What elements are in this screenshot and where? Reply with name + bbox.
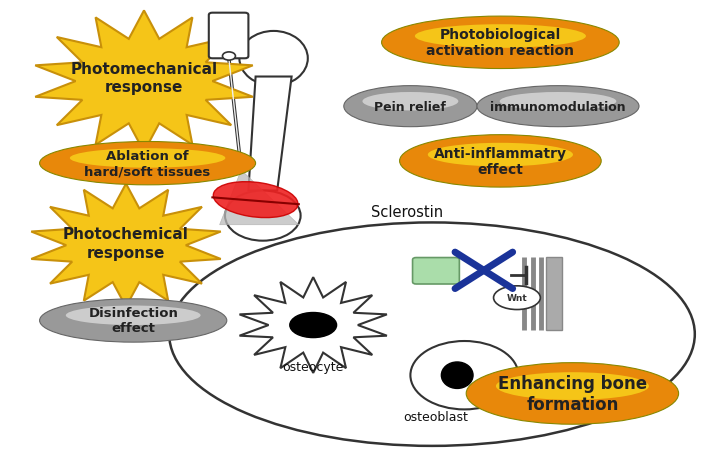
Ellipse shape (222, 53, 235, 61)
Text: Disinfection
effect: Disinfection effect (89, 307, 178, 335)
Ellipse shape (467, 363, 678, 424)
FancyBboxPatch shape (413, 258, 459, 284)
Ellipse shape (400, 136, 601, 187)
Ellipse shape (410, 341, 518, 410)
Ellipse shape (240, 32, 308, 86)
Ellipse shape (382, 17, 619, 70)
FancyBboxPatch shape (209, 14, 248, 59)
Polygon shape (248, 77, 292, 191)
Ellipse shape (66, 306, 201, 325)
Ellipse shape (246, 46, 265, 64)
Ellipse shape (428, 143, 573, 167)
Text: osteocyte: osteocyte (282, 360, 344, 373)
Ellipse shape (500, 93, 616, 111)
Ellipse shape (236, 207, 254, 225)
Ellipse shape (494, 286, 541, 310)
Ellipse shape (441, 362, 473, 389)
Ellipse shape (272, 207, 289, 225)
Polygon shape (35, 11, 253, 152)
Ellipse shape (169, 223, 695, 446)
Ellipse shape (283, 46, 301, 64)
Text: Sclerostin: Sclerostin (371, 204, 443, 219)
FancyBboxPatch shape (546, 257, 562, 330)
Text: Pein relief: Pein relief (374, 101, 446, 113)
Ellipse shape (289, 313, 336, 338)
Text: Photochemical
response: Photochemical response (63, 227, 189, 260)
Ellipse shape (477, 86, 639, 127)
Ellipse shape (225, 191, 301, 241)
Ellipse shape (496, 372, 649, 400)
Polygon shape (240, 278, 387, 373)
Text: Wnt: Wnt (507, 293, 527, 303)
Text: Anti-inflammatry
effect: Anti-inflammatry effect (434, 147, 567, 177)
Ellipse shape (213, 182, 298, 218)
Polygon shape (31, 184, 221, 307)
Text: Photomechanical
response: Photomechanical response (71, 61, 217, 95)
Text: Ablation of
hard/soft tissues: Ablation of hard/soft tissues (84, 150, 211, 178)
Text: Enhancing bone
formation: Enhancing bone formation (498, 374, 647, 413)
Text: Photobiological
activation reaction: Photobiological activation reaction (426, 28, 575, 58)
Ellipse shape (362, 93, 459, 111)
Ellipse shape (70, 149, 225, 168)
Ellipse shape (344, 86, 477, 127)
Ellipse shape (40, 299, 227, 342)
Text: immunomodulation: immunomodulation (490, 101, 626, 113)
Ellipse shape (415, 25, 586, 49)
Polygon shape (220, 171, 299, 225)
Text: osteoblast: osteoblast (403, 410, 468, 423)
Ellipse shape (40, 142, 256, 186)
